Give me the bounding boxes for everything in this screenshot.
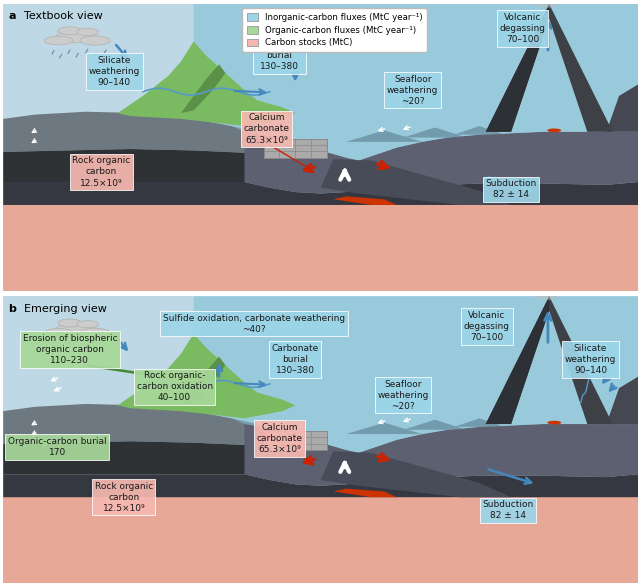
Ellipse shape — [547, 421, 561, 425]
Ellipse shape — [58, 319, 82, 327]
Text: Calcium
carbonate
65.3×10⁹: Calcium carbonate 65.3×10⁹ — [257, 423, 302, 454]
Polygon shape — [486, 296, 549, 424]
Polygon shape — [403, 420, 467, 430]
Polygon shape — [321, 452, 511, 497]
Polygon shape — [244, 424, 638, 486]
Text: Calcium
carbonate
65.3×10⁹: Calcium carbonate 65.3×10⁹ — [244, 113, 290, 145]
Text: Carbonate
burial
130–380: Carbonate burial 130–380 — [271, 344, 319, 375]
Ellipse shape — [44, 329, 73, 337]
Polygon shape — [3, 475, 638, 497]
Ellipse shape — [535, 1, 558, 8]
Polygon shape — [118, 333, 295, 418]
Polygon shape — [3, 182, 638, 205]
Polygon shape — [606, 85, 638, 132]
Polygon shape — [346, 423, 422, 434]
Polygon shape — [454, 126, 505, 135]
Text: Organic-carbon burial
170: Organic-carbon burial 170 — [8, 437, 106, 457]
Ellipse shape — [56, 31, 97, 43]
Ellipse shape — [56, 323, 97, 335]
Polygon shape — [181, 356, 225, 405]
Text: b: b — [8, 303, 16, 313]
Ellipse shape — [547, 129, 561, 132]
Text: Sulfide oxidation, carbonate weathering
~40?: Sulfide oxidation, carbonate weathering … — [163, 313, 345, 333]
Polygon shape — [3, 149, 257, 182]
Polygon shape — [486, 4, 612, 132]
Text: Silicate
weathering
90–140: Silicate weathering 90–140 — [88, 56, 140, 87]
Polygon shape — [244, 132, 638, 193]
Text: Emerging view: Emerging view — [17, 303, 107, 313]
Ellipse shape — [535, 293, 558, 300]
Polygon shape — [3, 4, 638, 161]
Text: Rock organic
carbon
12.5×10⁹: Rock organic carbon 12.5×10⁹ — [72, 156, 131, 188]
Polygon shape — [321, 159, 511, 205]
Legend: Inorganic-carbon fluxes (MtC year⁻¹), Organic-carbon fluxes (MtC year⁻¹), Carbon: Inorganic-carbon fluxes (MtC year⁻¹), Or… — [243, 8, 427, 52]
Ellipse shape — [80, 36, 111, 45]
Bar — [3, 205, 638, 291]
Text: Volcanic
degassing
70–100: Volcanic degassing 70–100 — [500, 13, 545, 44]
Polygon shape — [3, 112, 257, 153]
Bar — [3, 497, 638, 583]
Polygon shape — [454, 418, 505, 427]
Ellipse shape — [77, 320, 99, 328]
Polygon shape — [181, 64, 225, 113]
Text: Subduction
82 ± 14: Subduction 82 ± 14 — [483, 500, 534, 520]
Text: Volcanic
degassing
70–100: Volcanic degassing 70–100 — [464, 311, 510, 342]
Text: Seafloor
weathering
~20?: Seafloor weathering ~20? — [387, 75, 438, 106]
Text: Erosion of biospheric
organic carbon
110–230: Erosion of biospheric organic carbon 110… — [22, 334, 117, 365]
Polygon shape — [333, 489, 397, 497]
Text: Seafloor
weathering
~20?: Seafloor weathering ~20? — [378, 380, 429, 411]
Ellipse shape — [80, 328, 111, 338]
Text: Textbook view: Textbook view — [17, 11, 103, 21]
Text: Carbonate
burial
130–380: Carbonate burial 130–380 — [256, 40, 303, 71]
Polygon shape — [3, 441, 257, 475]
Ellipse shape — [44, 36, 73, 45]
Polygon shape — [333, 196, 397, 205]
Text: a: a — [8, 11, 16, 21]
Text: Rock organic-
carbon oxidation
40–100: Rock organic- carbon oxidation 40–100 — [136, 371, 212, 402]
Polygon shape — [346, 131, 422, 142]
Text: Rock organic
carbon
12.5×10⁹: Rock organic carbon 12.5×10⁹ — [95, 482, 153, 513]
Polygon shape — [3, 404, 257, 446]
Ellipse shape — [77, 28, 99, 35]
Ellipse shape — [58, 27, 82, 35]
Polygon shape — [403, 128, 467, 138]
Polygon shape — [486, 296, 612, 424]
Polygon shape — [486, 4, 549, 132]
Bar — [264, 139, 327, 158]
Text: Silicate
weathering
90–140: Silicate weathering 90–140 — [564, 344, 616, 375]
Bar — [264, 431, 327, 450]
Text: Subduction
82 ± 14: Subduction 82 ± 14 — [486, 179, 537, 199]
Polygon shape — [118, 41, 295, 126]
Polygon shape — [3, 296, 638, 453]
Polygon shape — [606, 377, 638, 424]
